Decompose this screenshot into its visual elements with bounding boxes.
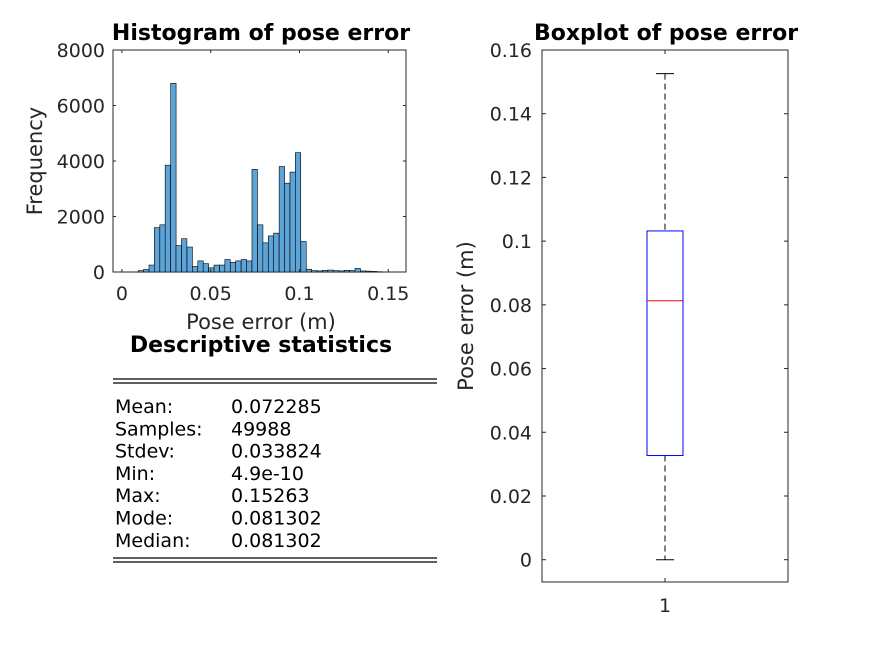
boxplot-y-ticks: 0 0.02 0.04 0.06 0.08 0.1 0.12 0.14 0.16 <box>490 40 788 572</box>
histogram-y-tick-label: 4000 <box>57 151 105 173</box>
histogram-bar <box>322 270 329 273</box>
boxplot-y-tick-label: 0.04 <box>490 422 532 444</box>
histogram-y-tick-label: 8000 <box>57 40 105 62</box>
boxplot-y-tick-label: 0.16 <box>490 40 532 62</box>
histogram-bar <box>197 260 204 273</box>
histogram-bar <box>289 171 296 273</box>
stats-row-value: 0.081302 <box>231 530 322 552</box>
histogram-bar <box>305 268 312 273</box>
stats-row-value: 4.9e-10 <box>231 463 304 485</box>
boxplot-x-tick-label: 1 <box>659 595 671 617</box>
boxplot-panel: Boxplot of pose error 00.020.040.060.080… <box>454 21 798 617</box>
histogram-title: Histogram of pose error <box>112 21 410 46</box>
histogram-y-tick-label: 2000 <box>57 207 105 229</box>
histogram-bar <box>246 260 253 273</box>
histogram-bar <box>295 152 302 273</box>
histogram-bar <box>181 238 188 273</box>
stats-row-label: Samples: <box>115 418 203 440</box>
stats-top-rule <box>113 378 437 384</box>
stats-row-value: 0.081302 <box>231 508 322 530</box>
stats-title: Descriptive statistics <box>130 333 392 358</box>
boxplot-y-tick-label: 0.14 <box>490 104 532 126</box>
histogram-x-label: Pose error (m) <box>186 310 336 334</box>
histogram-bar <box>143 269 150 273</box>
histogram-bar <box>338 270 345 273</box>
boxplot-y-tick-label: 0.02 <box>490 486 532 508</box>
histogram-bar <box>148 264 155 273</box>
histogram-bar <box>175 245 182 273</box>
boxplot-axes-box <box>541 49 789 583</box>
histogram-bar <box>268 235 275 273</box>
boxplot-title: Boxplot of pose error <box>534 21 798 46</box>
histogram-x-tick-label: 0 <box>116 283 128 305</box>
histogram-bar <box>365 270 372 273</box>
histogram-bar <box>311 270 318 273</box>
histogram-x-tick-label: 0.1 <box>284 283 314 305</box>
stats-row-value: 0.15263 <box>231 485 310 507</box>
stats-row-label: Mode: <box>115 508 173 530</box>
histogram-bar <box>262 242 269 273</box>
histogram-bar <box>354 268 361 273</box>
stats-row-label: Min: <box>115 463 155 485</box>
histogram-bar <box>137 270 144 273</box>
histogram-y-tick-label: 6000 <box>57 96 105 118</box>
stats-row-value: 49988 <box>231 418 291 440</box>
boxplot-y-tick-label: 0 <box>520 550 532 572</box>
stats-panel: Descriptive statistics Mean: 0.072285 Samp… <box>113 333 437 563</box>
stats-row-value: 0.033824 <box>231 441 322 463</box>
boxplot-box <box>646 230 684 457</box>
stats-bottom-rule <box>113 557 437 563</box>
histogram-x-ticks: 0 0.05 0.1 0.15 <box>116 50 409 305</box>
histogram-bar <box>230 261 237 273</box>
histogram-bar <box>257 224 264 273</box>
boxplot-y-tick-label: 0.08 <box>490 295 532 317</box>
histogram-y-tick-label: 0 <box>93 262 105 284</box>
histogram-x-tick-label: 0.15 <box>367 283 409 305</box>
stats-row-label: Stdev: <box>115 441 175 463</box>
histogram-bar <box>333 270 340 273</box>
histogram-bar <box>371 271 378 273</box>
histogram-bar <box>284 182 291 273</box>
histogram-bar <box>251 169 258 273</box>
histogram-bar <box>224 259 231 273</box>
boxplot-marks <box>646 73 684 561</box>
histogram-bar <box>300 241 307 273</box>
histogram-bar <box>360 270 367 273</box>
histogram-bar <box>213 264 220 273</box>
stats-row-value: 0.072285 <box>231 396 322 418</box>
histogram-bar <box>343 270 350 273</box>
histogram-y-label: Frequency <box>23 107 47 216</box>
stats-rows: Mean: 0.072285 Samples: 49988 Stdev: 0.033824… <box>115 396 322 552</box>
histogram-x-tick-label: 0.05 <box>190 283 232 305</box>
histogram-bar <box>316 270 323 273</box>
histogram-bar <box>208 267 215 273</box>
boxplot-x-ticks: 1 <box>659 50 671 617</box>
histogram-bar <box>186 246 193 273</box>
histogram-bar <box>170 83 177 273</box>
histogram-panel: Histogram of pose error 0 0.05 0.1 0.15 0 20… <box>23 21 410 334</box>
boxplot-y-tick-label: 0.06 <box>490 359 532 381</box>
histogram-bar <box>273 232 280 273</box>
stats-row-label: Median: <box>115 530 191 552</box>
stats-row-label: Max: <box>115 485 161 507</box>
histogram-bar <box>192 266 199 273</box>
boxplot-y-tick-label: 0.12 <box>490 167 532 189</box>
stats-row-label: Mean: <box>115 396 173 418</box>
histogram-bar <box>327 269 334 273</box>
histogram-bar <box>202 263 209 273</box>
boxplot-y-tick-label: 0.1 <box>502 231 532 253</box>
histogram-bars <box>137 83 383 273</box>
histogram-bar <box>159 224 166 273</box>
histogram-bar <box>219 264 226 273</box>
histogram-bar <box>154 227 161 273</box>
histogram-bar <box>240 259 247 273</box>
histogram-bar <box>164 164 171 273</box>
histogram-bar <box>278 166 285 273</box>
boxplot-y-label: Pose error (m) <box>454 241 478 391</box>
histogram-y-ticks: 0 2000 4000 6000 8000 <box>57 40 406 284</box>
histogram-bar <box>235 260 242 273</box>
histogram-bar <box>349 270 356 273</box>
